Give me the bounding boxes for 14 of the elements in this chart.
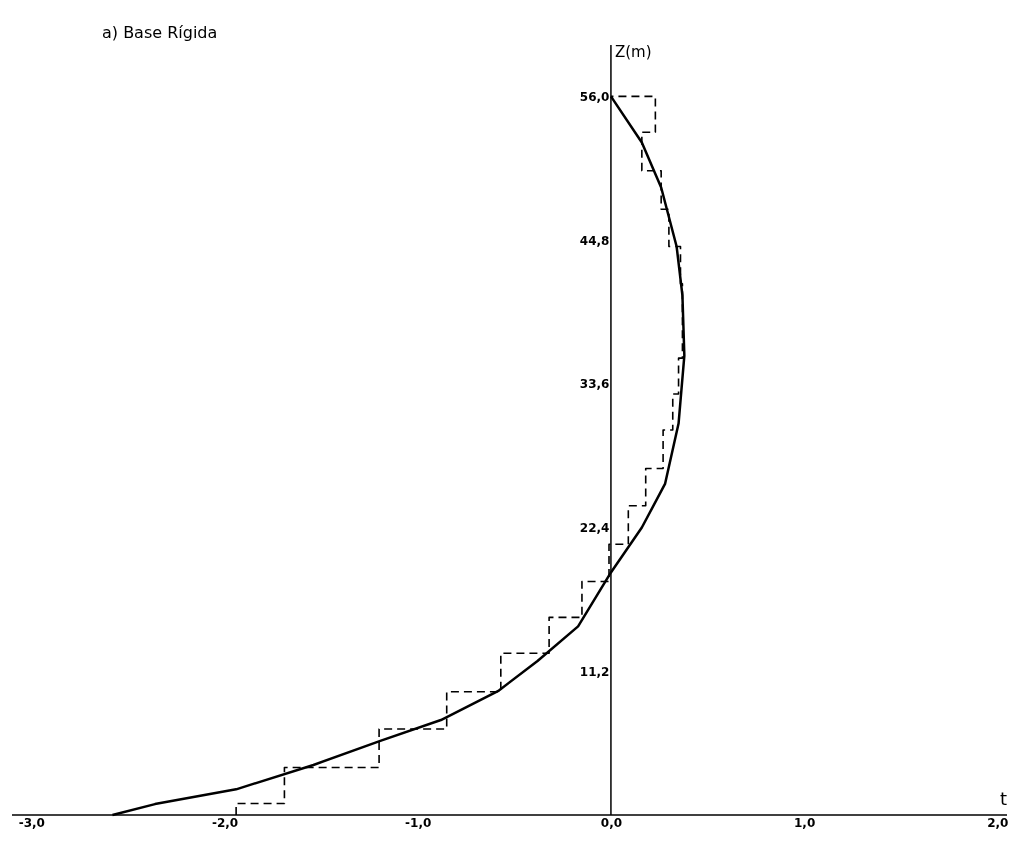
x-tick-label: -2,0 (211, 815, 239, 830)
x-tick-label: -1,0 (405, 815, 432, 830)
y-axis-title: Z(m) (614, 43, 652, 61)
x-tick-label: 0,0 (600, 815, 623, 830)
x-tick-label: -3,0 (18, 815, 45, 830)
x-tick-label: 1,0 (794, 815, 816, 830)
y-tick-label: 22,4 (579, 521, 610, 536)
x-axis-title: t (999, 788, 1007, 809)
y-tick-label: 56,0 (579, 89, 610, 104)
x-tick-label: 2,0 (987, 815, 1009, 830)
y-tick-label: 11,2 (579, 664, 610, 679)
y-tick-label: 33,6 (579, 377, 610, 392)
y-tick-label: 44,8 (579, 233, 610, 248)
text: a) Base Rígida (102, 23, 218, 42)
